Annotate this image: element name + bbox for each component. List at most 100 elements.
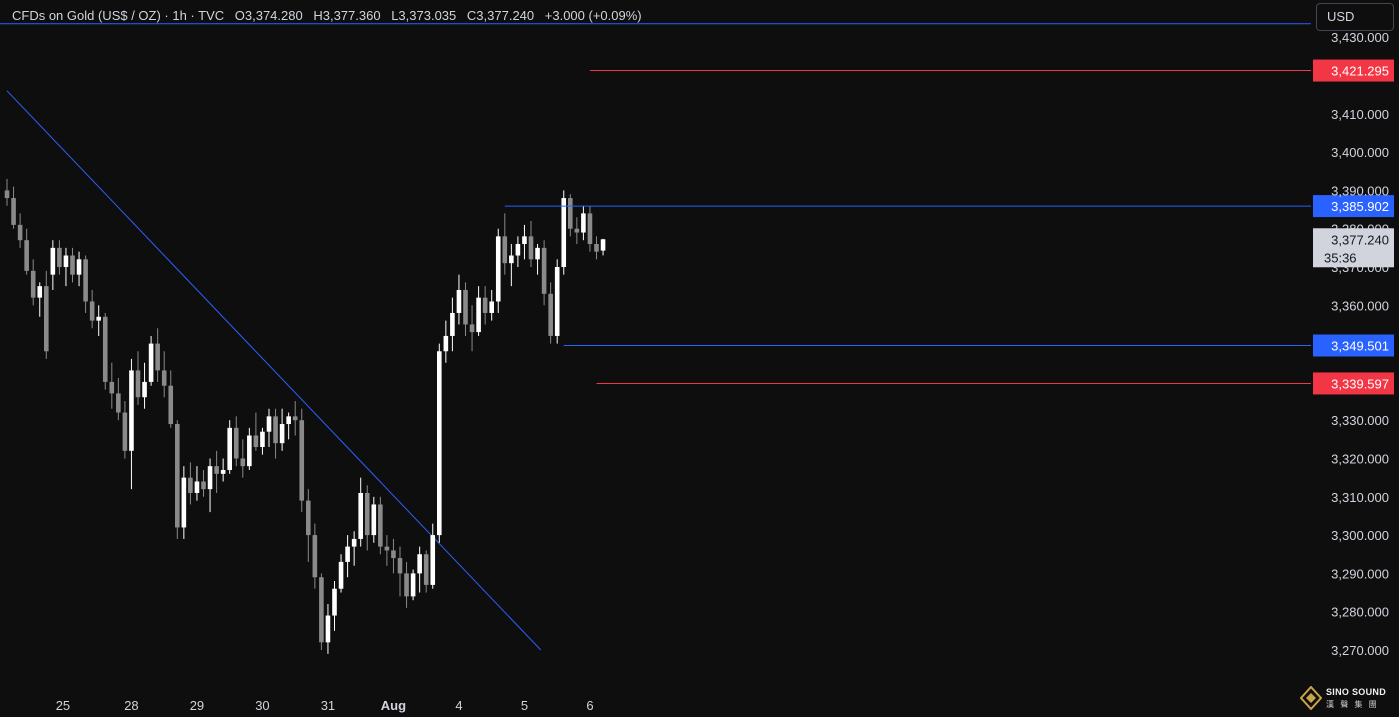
candle-body [220,469,226,474]
candle [273,408,278,459]
price-tick-label: 3,300.000 [1331,528,1389,543]
candle-body [181,477,187,528]
trendline-layer [6,90,542,651]
candle [332,581,337,631]
candle [423,550,429,593]
candle [102,312,108,390]
candle [319,573,324,650]
candle [541,240,547,306]
candle [50,240,56,290]
candle [410,569,416,601]
candle [109,362,115,409]
candle [83,255,88,313]
candle [450,297,455,352]
candle [116,378,121,421]
price-tick-label: 3,330.000 [1331,413,1389,428]
candle-body [594,244,599,252]
candle-body [253,435,259,448]
candle [292,401,298,436]
candle [482,286,488,325]
candle-body [11,198,16,225]
currency-button[interactable]: USD [1316,3,1394,31]
price-tick-label: 3,390.000 [1331,183,1389,198]
candle-body [528,236,534,260]
candle-body [332,588,337,616]
candle [220,458,226,482]
candle-body [44,286,49,352]
level-price-badge [1313,195,1394,218]
candle [4,178,10,206]
price-tick-label: 3,400.000 [1331,145,1389,160]
candle [24,228,29,275]
time-tick-label: 25 [56,698,70,713]
candle [574,217,580,245]
candle [63,247,69,287]
candle-body [463,289,468,325]
candle-body [574,228,580,233]
candle-body [279,424,285,444]
candle-body [456,289,462,313]
candle [568,194,573,237]
price-axis[interactable]: 3,270.000 3,280.000 3,290.000 3,300.000 3,31… [1313,30,1394,658]
candle [17,213,23,248]
candle [260,427,265,455]
candle [240,439,246,478]
candle-body [568,198,573,229]
candle [247,427,252,470]
time-tick-label: 5 [521,698,528,713]
candle [312,523,318,589]
sino-sound-logo: SINO SOUND 漢 聲 集 團 [1300,684,1396,712]
candle [417,546,422,593]
candle-body [554,267,560,336]
candle-body [495,236,501,302]
candle-body [561,198,567,267]
candle [44,270,49,359]
candle-body [358,492,363,539]
candle-body [345,546,350,562]
current-price-label: 3,377.240 [1331,232,1389,247]
time-tick-label: 4 [455,698,462,713]
candle [587,205,593,252]
candle [437,343,442,543]
candle [495,228,501,313]
candle-body [286,416,291,425]
candle [515,236,521,267]
candle-body [548,293,553,336]
candle [30,259,36,306]
symbol-header: CFDs on Gold (US$ / OZ) · 1h · TVC O3,37… [12,8,649,23]
symbol-title: CFDs on Gold (US$ / OZ) · 1h · TVC [12,8,225,23]
candle [581,205,586,241]
price-tick-label: 3,430.000 [1331,30,1389,45]
candle-body [515,244,521,256]
price-tick-label: 3,270.000 [1331,643,1389,658]
candle-body [109,381,115,394]
candle [522,224,527,260]
candle-body [247,435,252,467]
candle-body [489,301,494,313]
candle-body [175,424,180,528]
candle-body [188,477,193,493]
candle-body [522,236,527,245]
candle [528,221,534,267]
candle [489,289,494,321]
candle-body [306,500,311,536]
time-axis[interactable]: 25 28 29 30 31 Aug 4 5 6 [56,698,594,713]
price-tick-label: 3,360.000 [1331,298,1389,313]
level-price-label: 3,349.501 [1331,339,1389,354]
candle-body [57,247,62,267]
level-price-badge [1313,372,1394,395]
candle-body [135,370,141,398]
candle-body [148,343,154,382]
candle-body [338,561,344,589]
candle [345,535,350,578]
time-tick-label: 6 [586,698,593,713]
candle [306,489,311,562]
candle-body [299,420,305,501]
candle [188,462,193,505]
candle [279,408,285,451]
candle [476,286,481,336]
candle [175,420,180,539]
candle [142,362,147,409]
candle-body [37,286,43,298]
